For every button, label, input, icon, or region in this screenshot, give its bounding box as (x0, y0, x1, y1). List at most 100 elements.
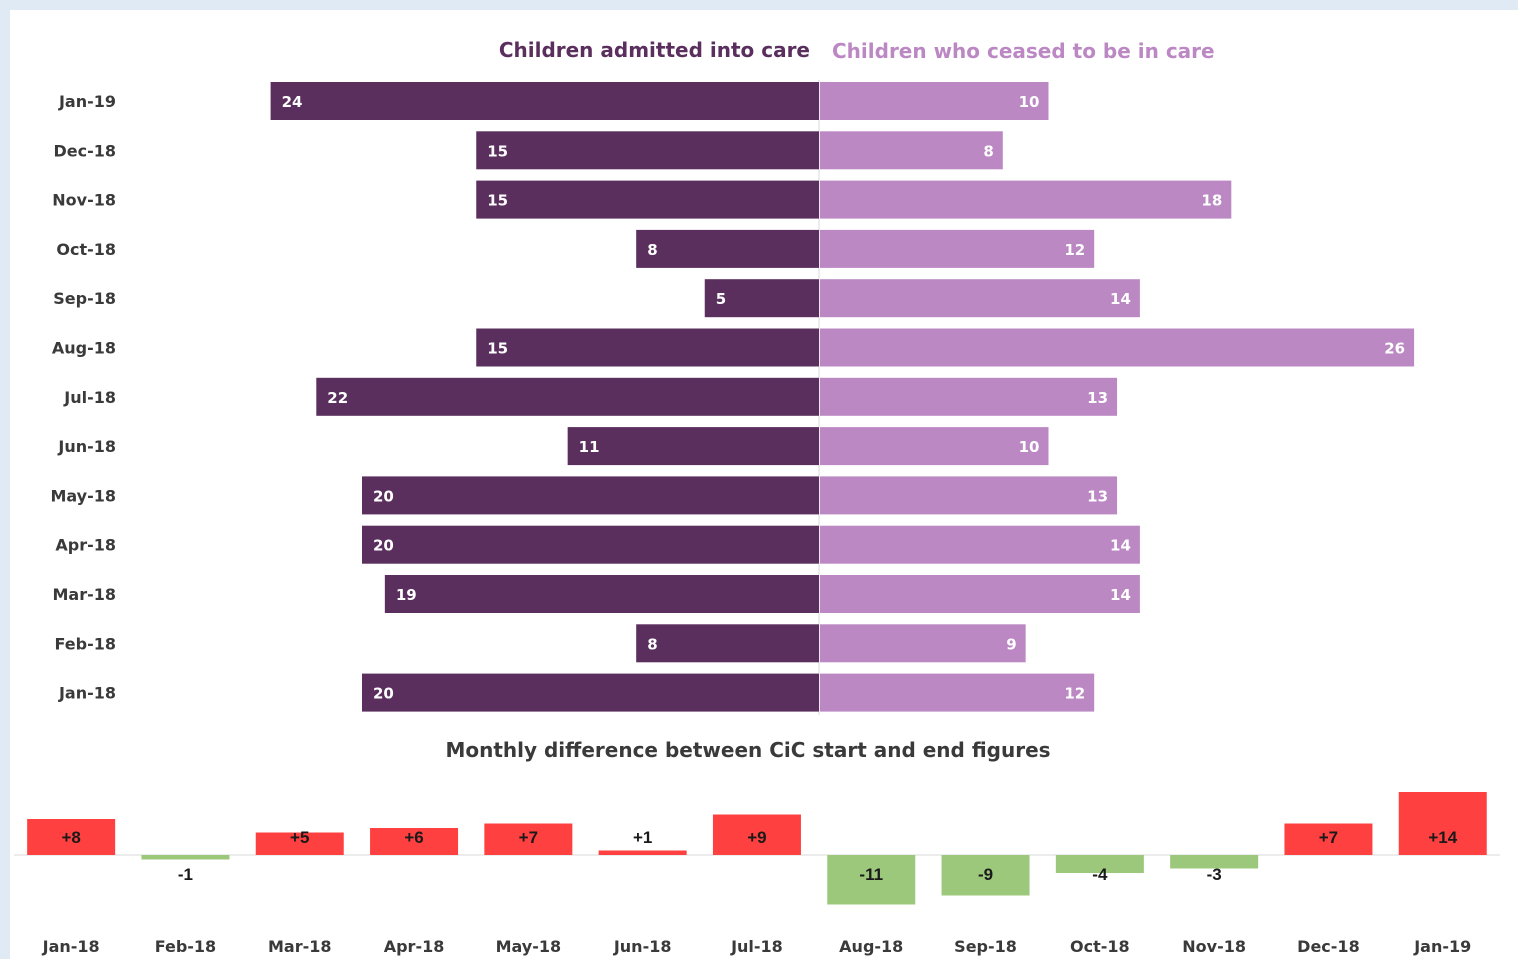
bar-admitted (476, 328, 819, 367)
difference-value-label: +7 (519, 828, 538, 847)
bar-admitted (636, 624, 819, 663)
difference-value-label: -9 (978, 865, 993, 884)
difference-bar (941, 855, 1030, 896)
difference-bar (827, 855, 916, 905)
series-title-admitted: Children admitted into care (499, 38, 810, 62)
category-label: Jan-18 (58, 684, 116, 703)
category-label: Oct-18 (56, 240, 116, 259)
difference-chart: Monthly difference between CiC start and… (14, 738, 1500, 956)
month-label: Aug-18 (839, 937, 903, 956)
value-label-admitted: 11 (579, 438, 600, 456)
bar-admitted (636, 229, 819, 268)
bar-ceased (820, 525, 1140, 564)
month-label: Jul-18 (730, 937, 783, 956)
month-label: Nov-18 (1182, 937, 1246, 956)
bar-admitted (704, 279, 819, 318)
category-label: Jun-18 (57, 437, 116, 456)
difference-value-label: +7 (1319, 828, 1338, 847)
difference-bar (370, 828, 459, 855)
value-label-admitted: 8 (647, 241, 657, 259)
value-label-ceased: 10 (1019, 438, 1040, 456)
month-label: Jan-19 (1413, 937, 1471, 956)
month-label: Apr-18 (384, 937, 445, 956)
difference-bar (1055, 855, 1144, 873)
chart-canvas: Children admitted into care Children who… (14, 38, 1500, 956)
difference-value-label: -1 (178, 865, 193, 884)
value-label-ceased: 14 (1110, 537, 1131, 555)
value-label-admitted: 15 (487, 142, 508, 160)
value-label-admitted: 20 (373, 685, 394, 703)
value-label-admitted: 5 (716, 290, 726, 308)
category-label: Sep-18 (53, 289, 116, 308)
bar-admitted (567, 427, 819, 466)
difference-bar (27, 819, 116, 855)
butterfly-bars: Jan-19 24 10 Dec-18 15 8 Nov-18 15 18 Oct-18 8 12 Se… (50, 82, 1415, 712)
month-label: Dec-18 (1297, 937, 1360, 956)
difference-bar (484, 823, 573, 855)
bar-ceased (820, 279, 1140, 318)
value-label-admitted: 15 (487, 192, 508, 210)
difference-bar (1170, 855, 1259, 869)
difference-bar (255, 832, 344, 855)
category-label: Aug-18 (52, 339, 116, 358)
month-label: Jan-18 (42, 937, 100, 956)
difference-chart-title: Monthly difference between CiC start and… (445, 738, 1050, 762)
bar-admitted (384, 575, 819, 613)
difference-value-label: +9 (747, 828, 766, 847)
bar-admitted (362, 525, 819, 564)
difference-value-label: -3 (1207, 865, 1222, 884)
value-label-admitted: 19 (396, 586, 417, 604)
difference-bar (141, 855, 230, 860)
bar-admitted (362, 476, 819, 515)
bar-ceased (820, 328, 1415, 367)
bar-ceased (820, 476, 1118, 515)
difference-value-label: +5 (290, 828, 309, 847)
value-label-ceased: 14 (1110, 586, 1131, 604)
difference-value-label: +1 (633, 828, 652, 847)
bar-admitted (362, 673, 819, 712)
month-label: Oct-18 (1070, 937, 1130, 956)
difference-value-label: -4 (1092, 865, 1108, 884)
difference-value-label: -11 (859, 865, 883, 884)
value-label-admitted: 8 (647, 635, 657, 653)
difference-bar (712, 814, 801, 855)
difference-bar (1284, 823, 1373, 855)
bar-ceased (820, 427, 1049, 466)
butterfly-chart: Children admitted into care Children who… (50, 38, 1415, 715)
difference-bars: +8 Jan-18 -1 Feb-18 +5 Mar-18 +6 Apr-18 +7 May-18… (27, 792, 1487, 956)
value-label-ceased: 18 (1201, 192, 1222, 210)
difference-value-label: +6 (404, 828, 423, 847)
bar-ceased (820, 673, 1095, 712)
value-label-ceased: 26 (1384, 340, 1405, 358)
bar-ceased (820, 229, 1095, 268)
bar-ceased (820, 377, 1118, 416)
value-label-admitted: 24 (282, 93, 303, 111)
difference-value-label: +8 (61, 828, 80, 847)
bar-ceased (820, 575, 1140, 613)
difference-value-label: +14 (1428, 828, 1457, 847)
bar-ceased (820, 131, 1003, 170)
bar-admitted (270, 82, 820, 120)
value-label-ceased: 10 (1019, 93, 1040, 111)
value-label-ceased: 13 (1087, 389, 1108, 407)
month-label: Sep-18 (954, 937, 1017, 956)
value-label-admitted: 15 (487, 340, 508, 358)
bar-admitted (476, 131, 819, 170)
category-label: Dec-18 (53, 141, 116, 160)
value-label-ceased: 13 (1087, 487, 1108, 505)
month-label: Feb-18 (155, 937, 217, 956)
category-label: Jan-19 (58, 92, 116, 111)
bar-ceased (820, 180, 1232, 219)
category-label: Apr-18 (55, 536, 116, 555)
value-label-admitted: 20 (373, 537, 394, 555)
category-label: Mar-18 (52, 585, 116, 604)
month-label: Mar-18 (268, 937, 332, 956)
bar-ceased (820, 624, 1026, 663)
value-label-admitted: 22 (327, 389, 348, 407)
value-label-ceased: 14 (1110, 290, 1131, 308)
bar-ceased (820, 82, 1049, 120)
category-label: May-18 (50, 486, 116, 505)
category-label: Nov-18 (52, 191, 116, 210)
value-label-ceased: 9 (1006, 635, 1016, 653)
difference-bar (1398, 792, 1487, 855)
